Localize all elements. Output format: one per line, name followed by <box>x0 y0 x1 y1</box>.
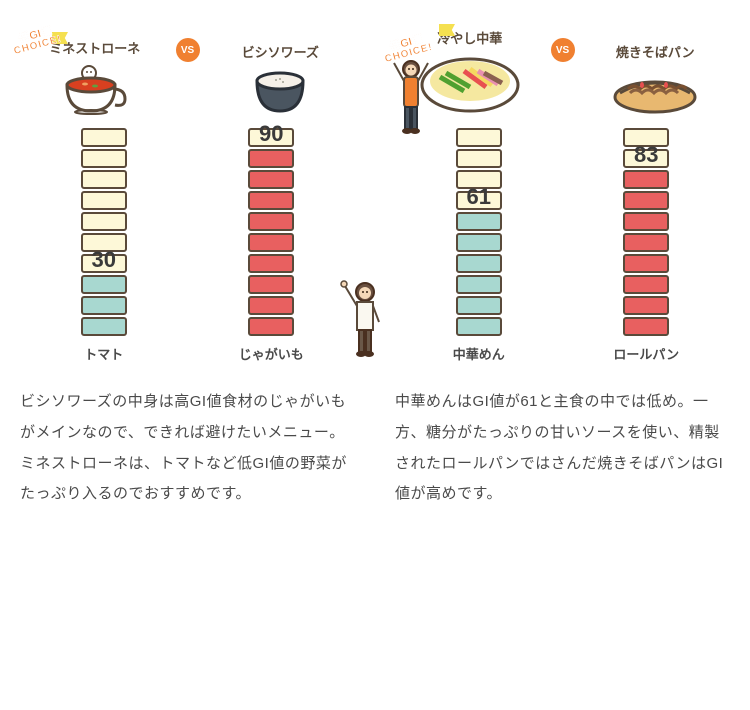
meter-cell <box>623 212 669 231</box>
meter-cell <box>248 149 294 168</box>
meter-cell <box>248 170 294 189</box>
meter-cell <box>623 317 669 336</box>
descriptions: ビシソワーズの中身は高GI値食材のじゃがいもがメインなので、できれば避けたいメニ… <box>20 367 730 510</box>
meter-cell <box>248 191 294 210</box>
meter-cell <box>248 212 294 231</box>
meter-cell <box>81 317 127 336</box>
meter-cell <box>248 296 294 315</box>
gi-value-label: 30 <box>92 247 116 273</box>
minestrone-icon <box>61 61 129 120</box>
person-pointing-icon <box>339 278 385 363</box>
meter-cell <box>248 317 294 336</box>
meter-cell <box>623 275 669 294</box>
gi-value-label: 90 <box>259 121 283 147</box>
food-row-2: 低GI値 CHOICE! 冷やし中華 <box>395 10 730 120</box>
ingredient-label: トマト <box>84 344 123 363</box>
hiyashi-chuka-icon <box>420 51 520 120</box>
food-row-1: 低GI値 CHOICE! ミネストローネ <box>20 10 355 120</box>
meter-cell <box>456 128 502 147</box>
gi-meter: 30 <box>81 126 127 336</box>
meter-cell <box>623 191 669 210</box>
meter-cell <box>623 233 669 252</box>
meter-cell <box>456 296 502 315</box>
gi-meter: 61 <box>456 126 502 336</box>
meter-cell <box>456 317 502 336</box>
gi-meter: 83 <box>623 126 669 336</box>
meter-cell <box>456 254 502 273</box>
meters-row-2: 61 中華めん 83 ロールパン <box>395 126 730 363</box>
meter-cell <box>81 275 127 294</box>
gi-value-label: 83 <box>634 142 658 168</box>
meter-col-tomato: 30 トマト <box>20 126 188 363</box>
vs-badge: VS <box>176 38 200 62</box>
meter-cell <box>248 275 294 294</box>
meter-cell <box>456 275 502 294</box>
meter-cell <box>248 233 294 252</box>
ingredient-label: ロールパン <box>613 344 679 363</box>
meter-cell <box>623 170 669 189</box>
vs-badge: VS <box>551 38 575 62</box>
meter-cell <box>456 149 502 168</box>
meter-cell <box>81 149 127 168</box>
meter-cell <box>456 233 502 252</box>
meter-cell <box>81 296 127 315</box>
food-title: ビシソワーズ <box>242 42 319 61</box>
ingredient-label: じゃがいも <box>239 344 304 363</box>
meter-col-roll-pan: 83 ロールパン <box>563 126 731 363</box>
meter-cell <box>456 212 502 231</box>
comparisons-container: 低GI値 CHOICE! ミネストローネ <box>20 10 730 363</box>
description-1: ビシソワーズの中身は高GI値食材のじゃがいもがメインなので、できれば避けたいメニ… <box>20 387 355 510</box>
meter-cell <box>81 212 127 231</box>
food-yakisoba-pan: 焼きそばパン <box>581 42 731 120</box>
food-vichyssoise: ビシソワーズ <box>206 42 356 120</box>
meter-cell <box>623 296 669 315</box>
meter-cell <box>81 128 127 147</box>
gi-meter: 90 <box>248 126 294 336</box>
description-2: 中華めんはGI値が61と主食の中では低め。一方、糖分がたっぷりの甘いソースを使い… <box>395 387 730 510</box>
comparison-pair-1: 低GI値 CHOICE! ミネストローネ <box>20 10 355 363</box>
meter-cell <box>81 191 127 210</box>
food-minestrone: ミネストローネ <box>20 38 170 120</box>
meter-col-potato: 90 じゃがいも <box>188 126 356 363</box>
food-title: 焼きそばパン <box>616 42 695 61</box>
gi-value-label: 61 <box>467 184 491 210</box>
meter-cell <box>81 170 127 189</box>
meter-cell <box>248 254 294 273</box>
meter-cell <box>623 254 669 273</box>
comparison-pair-2: 低GI値 CHOICE! 冷やし中華 <box>395 10 730 363</box>
yakisoba-pan-icon <box>612 65 698 120</box>
vichyssoise-icon <box>251 65 309 120</box>
meters-row-1: 30 トマト 90 じゃがいも <box>20 126 355 363</box>
meter-col-chuka-men: 61 中華めん <box>395 126 563 363</box>
ingredient-label: 中華めん <box>453 344 505 363</box>
